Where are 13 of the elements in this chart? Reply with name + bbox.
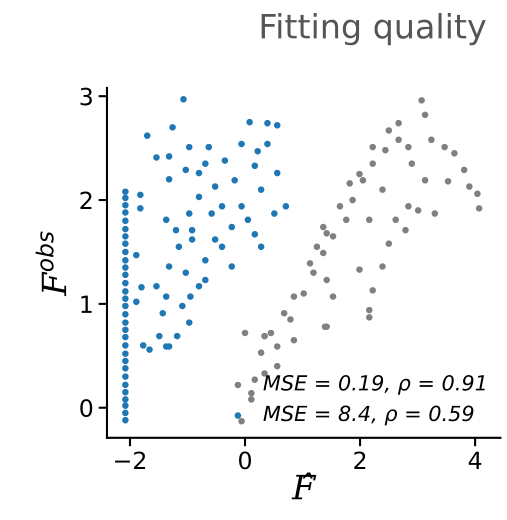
y-tick-label: 1 (81, 296, 92, 313)
y-tick-label: 2 (80, 191, 92, 210)
x-tick-label: 2 (354, 451, 366, 469)
y-tick-label: 0 (80, 399, 92, 418)
chart-title: Fitting quality (262, 13, 486, 46)
x-tick-label: −2 (115, 451, 146, 469)
x-tick-label: 0 (239, 451, 251, 470)
legend-label: MSE = 8.4, ρ = 0.59 (263, 406, 474, 426)
x-axis-title: F̂ (292, 472, 316, 500)
x-tick-label: 4 (468, 452, 482, 469)
y-tick-label: 3 (80, 88, 92, 106)
legend-label: MSE = 0.19, ρ = 0.91 (263, 374, 485, 395)
y-axis-title: F$^{obs}$ (36, 231, 66, 296)
